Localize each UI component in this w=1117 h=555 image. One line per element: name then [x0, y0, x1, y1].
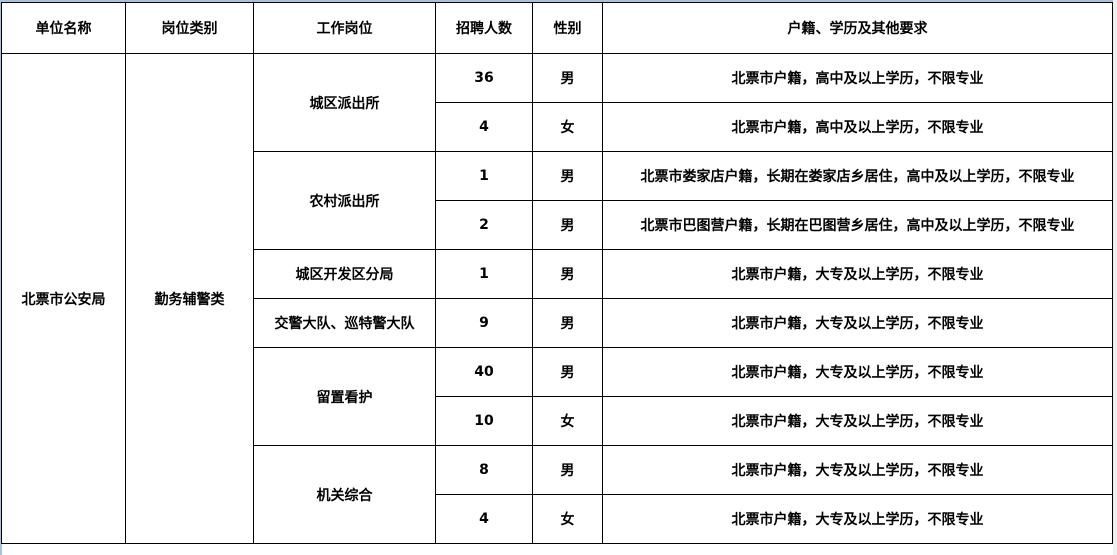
table-row: 留置看护 40 男北票市户籍，大专及以上学历，不限专业	[2, 347, 1113, 446]
position-cell: 农村派出所	[253, 151, 436, 250]
gender-cell: 男	[532, 53, 603, 103]
gender-cell: 男	[532, 200, 603, 250]
table-row: 2 男北票市巴图营户籍，长期在巴图营乡居住，高中及以上学历，不限专业	[2, 200, 1113, 250]
column-header: 工作岗位	[253, 2, 436, 54]
requirement-cell: 北票市户籍，大专及以上学历，不限专业	[602, 494, 1113, 544]
position-cell: 城区开发区分局	[253, 249, 436, 299]
category-cell: 勤务辅警类	[125, 53, 254, 544]
table-row: 4 女北票市户籍，高中及以上学历，不限专业	[2, 102, 1113, 152]
column-header: 招聘人数	[435, 2, 533, 54]
count-cell: 36	[435, 53, 533, 103]
table-row: 4 女北票市户籍，大专及以上学历，不限专业	[2, 494, 1113, 544]
requirement-cell: 北票市户籍，大专及以上学历，不限专业	[602, 445, 1113, 495]
requirement-cell: 北票市户籍，高中及以上学历，不限专业	[602, 53, 1113, 103]
gender-cell: 男	[532, 298, 603, 348]
column-header: 岗位类别	[125, 2, 254, 54]
gender-cell: 女	[532, 102, 603, 152]
column-header: 户籍、学历及其他要求	[602, 2, 1113, 54]
count-cell: 40	[435, 347, 533, 397]
requirement-cell: 北票市户籍，大专及以上学历，不限专业	[602, 298, 1113, 348]
recruitment-table: 单位名称 岗位类别 工作岗位 招聘人数 性别 户籍、学历及其他要求 北票市公安局 勤务辅警类…	[1, 2, 1113, 544]
table-row: 农村派出所 1 男北票市娄家店户籍，长期在娄家店乡居住，高中及以上学历，不限专业	[2, 151, 1113, 250]
table-row: 城区开发区分局 1 男北票市户籍，大专及以上学历，不限专业	[2, 249, 1113, 299]
position-cell: 交警大队、巡特警大队	[253, 298, 436, 348]
count-cell: 2	[435, 200, 533, 250]
sheet-margin	[1113, 0, 1117, 555]
count-cell: 1	[435, 249, 533, 299]
position-cell: 机关综合	[253, 445, 436, 544]
count-cell: 8	[435, 445, 533, 495]
requirement-cell: 北票市户籍，大专及以上学历，不限专业	[602, 249, 1113, 299]
position-cell: 留置看护	[253, 347, 436, 446]
table-row: 10 女北票市户籍，大专及以上学历，不限专业	[2, 396, 1113, 446]
count-cell: 4	[435, 494, 533, 544]
position-cell: 城区派出所	[253, 53, 436, 152]
gender-cell: 女	[532, 396, 603, 446]
requirement-cell: 北票市户籍，大专及以上学历，不限专业	[602, 396, 1113, 446]
column-header: 性别	[532, 2, 603, 54]
count-cell: 4	[435, 102, 533, 152]
gender-cell: 男	[532, 347, 603, 397]
table-row: 交警大队、巡特警大队 9 男北票市户籍，大专及以上学历，不限专业	[2, 298, 1113, 348]
requirement-cell: 北票市户籍，大专及以上学历，不限专业	[602, 347, 1113, 397]
count-cell: 1	[435, 151, 533, 201]
gender-cell: 男	[532, 249, 603, 299]
requirement-cell: 北票市户籍，高中及以上学历，不限专业	[602, 102, 1113, 152]
header-row: 单位名称 岗位类别 工作岗位 招聘人数 性别 户籍、学历及其他要求	[1, 2, 1113, 54]
gender-cell: 女	[532, 494, 603, 544]
count-cell: 9	[435, 298, 533, 348]
table-row: 北票市公安局 勤务辅警类 城区派出所 36 男北票市户籍，高中及以上学历，不限专业	[1, 53, 1113, 544]
gender-cell: 男	[532, 445, 603, 495]
gender-cell: 男	[532, 151, 603, 201]
requirement-cell: 北票市巴图营户籍，长期在巴图营乡居住，高中及以上学历，不限专业	[602, 200, 1113, 250]
unit-name-cell: 北票市公安局	[1, 53, 126, 544]
count-cell: 10	[435, 396, 533, 446]
requirement-cell: 北票市娄家店户籍，长期在娄家店乡居住，高中及以上学历，不限专业	[602, 151, 1113, 201]
column-header: 单位名称	[1, 2, 126, 54]
